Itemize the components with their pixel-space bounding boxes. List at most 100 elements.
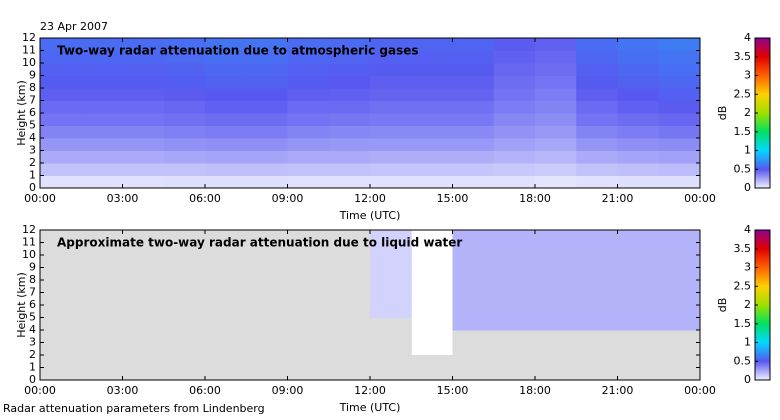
heatmap-cell: [576, 150, 618, 164]
colorbar-tick-label: 4: [744, 31, 751, 44]
y-tick-label: 3: [29, 144, 36, 157]
heatmap-cell: [287, 88, 330, 101]
heatmap-cell: [617, 305, 660, 318]
heatmap-cell: [122, 280, 165, 293]
heatmap-cell: [658, 175, 701, 189]
heatmap-cell: [411, 175, 453, 189]
y-tick-label: 6: [29, 106, 36, 119]
heatmap-cell: [328, 138, 371, 151]
x-tick-label: 21:00: [602, 384, 634, 397]
colorbar-label: dB: [716, 298, 729, 313]
heatmap-cell: [163, 50, 206, 64]
y-tick-label: 10: [22, 56, 36, 69]
heatmap-cell: [493, 230, 536, 243]
heatmap-cell: [40, 230, 82, 243]
x-tick-label: 03:00: [107, 192, 139, 205]
heatmap-cell: [246, 125, 288, 139]
heatmap-cell: [658, 255, 701, 268]
heatmap-cell: [370, 330, 412, 343]
x-tick-label: 12:00: [354, 384, 386, 397]
heatmap-cell: [658, 367, 701, 381]
heatmap-cell: [81, 242, 123, 256]
x-tick-label: 06:00: [189, 384, 221, 397]
heatmap-cell: [370, 113, 412, 126]
heatmap-cell: [493, 100, 536, 114]
heatmap-cell: [287, 367, 330, 381]
heatmap-cell: [122, 367, 165, 381]
heatmap-cell: [40, 175, 82, 189]
heatmap-cell: [205, 292, 247, 306]
heatmap-cell: [81, 317, 123, 331]
heatmap-cell: [370, 305, 412, 318]
heatmap-cell: [658, 242, 701, 256]
date: 23 Apr 2007: [40, 20, 108, 33]
heatmap-cell: [370, 280, 412, 293]
heatmap-cell: [163, 305, 206, 318]
heatmap-cell: [328, 150, 371, 164]
heatmap-cell: [370, 292, 412, 306]
heatmap-cell: [535, 38, 577, 51]
heatmap-cell: [246, 175, 288, 189]
heatmap-cell: [40, 267, 82, 281]
heatmap-cell: [122, 292, 165, 306]
heatmap-cell: [246, 163, 288, 176]
y-tick-label: 9: [29, 69, 36, 82]
heatmap-cell: [122, 100, 165, 114]
heatmap-cell: [576, 100, 618, 114]
heatmap-cell: [287, 255, 330, 268]
heatmap-cell: [81, 267, 123, 281]
heatmap-cell: [81, 280, 123, 293]
heatmap-cell: [122, 163, 165, 176]
heatmap-cell: [576, 342, 618, 356]
heatmap-cell: [122, 230, 165, 243]
heatmap-cell: [81, 342, 123, 356]
heatmap-cell: [205, 255, 247, 268]
heatmap-cell: [452, 317, 495, 331]
heatmap-cell: [205, 38, 247, 51]
heatmap-cell: [328, 63, 371, 76]
heatmap-cell: [658, 305, 701, 318]
heatmap-cell: [452, 330, 495, 343]
heatmap-cell: [617, 175, 660, 189]
heatmap-cell: [452, 113, 495, 126]
heatmap-cell: [287, 113, 330, 126]
heatmap-cell: [411, 75, 453, 89]
y-tick-label: 6: [29, 298, 36, 311]
heatmap-cell: [658, 138, 701, 151]
heatmap-cell: [493, 113, 536, 126]
heatmap-cell: [40, 150, 82, 164]
heatmap-cell: [658, 355, 701, 368]
heatmap-cell: [81, 88, 123, 101]
heatmap-cell: [658, 100, 701, 114]
heatmap-cell: [81, 150, 123, 164]
colorbar-tick-label: 0: [744, 373, 751, 386]
x-axis-label: Time (UTC): [339, 209, 401, 222]
heatmap-cell: [535, 230, 577, 243]
heatmap-cell: [576, 317, 618, 331]
heatmap-cell: [205, 355, 247, 368]
heatmap-cell: [81, 175, 123, 189]
colorbar-tick-label: 0.5: [734, 162, 752, 175]
heatmap-cell: [493, 342, 536, 356]
x-tick-label: 15:00: [437, 384, 469, 397]
heatmap-cell: [287, 38, 330, 51]
x-tick-label: 15:00: [437, 192, 469, 205]
heatmap-cell: [411, 138, 453, 151]
colorbar-tick-label: 4: [744, 223, 751, 236]
heatmap-cell: [287, 75, 330, 89]
heatmap-cell: [576, 88, 618, 101]
heatmap-cell: [205, 267, 247, 281]
heatmap-cell: [452, 138, 495, 151]
heatmap-cell: [328, 175, 371, 189]
y-axis-label: Height (km): [15, 272, 28, 338]
heatmap-cell: [163, 292, 206, 306]
heatmap-cell: [576, 367, 618, 381]
heatmap-cell: [246, 242, 288, 256]
heatmap-cell: [122, 305, 165, 318]
heatmap-cell: [576, 63, 618, 76]
colorbar-tick-label: 1.5: [734, 317, 752, 330]
heatmap-cell: [617, 125, 660, 139]
heatmap-cell: [122, 63, 165, 76]
heatmap-cell: [452, 63, 495, 76]
heatmap-cell: [328, 230, 371, 243]
